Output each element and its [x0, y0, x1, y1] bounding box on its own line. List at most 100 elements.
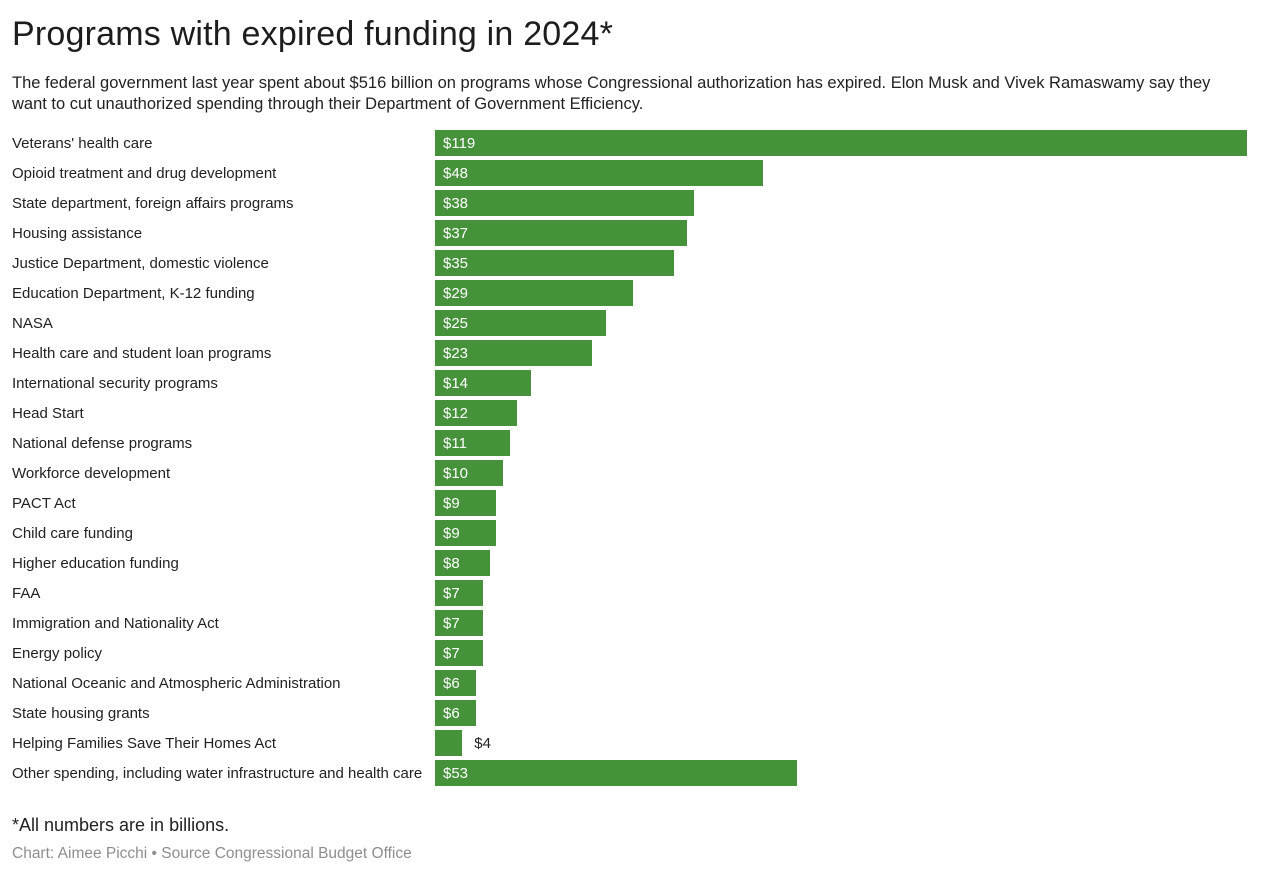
- chart-row: Head Start $12: [12, 398, 1268, 428]
- value-label: $25: [443, 314, 469, 332]
- bar: $23: [435, 340, 592, 366]
- category-label: Veterans' health care: [12, 135, 153, 151]
- bar: $37: [435, 220, 688, 246]
- chart-row: Housing assistance $37: [12, 218, 1268, 248]
- chart-footnote: *All numbers are in billions.: [12, 815, 230, 835]
- chart-row: Helping Families Save Their Homes Act $4: [12, 728, 1268, 758]
- chart-credit: Chart: Aimee Picchi • Source Congression…: [12, 845, 412, 862]
- category-label: Justice Department, domestic violence: [12, 255, 269, 271]
- value-label: $119: [443, 134, 476, 152]
- bar: $7: [435, 610, 483, 636]
- value-label: $6: [443, 704, 460, 722]
- bar: $7: [435, 640, 483, 666]
- bar: $6: [435, 670, 476, 696]
- bar-track: $25: [435, 310, 1247, 336]
- bar: $38: [435, 190, 695, 216]
- value-label: $53: [443, 764, 469, 782]
- bar-track: $9: [435, 490, 1247, 516]
- category-label: Child care funding: [12, 525, 133, 541]
- category-label: FAA: [12, 585, 41, 601]
- chart-row: Justice Department, domestic violence $35: [12, 248, 1268, 278]
- bar-chart: Veterans' health care $119 Opioid treatmen…: [12, 128, 1268, 788]
- category-label: State housing grants: [12, 705, 150, 721]
- bar: $29: [435, 280, 633, 306]
- chart-row: Opioid treatment and drug development $48: [12, 158, 1268, 188]
- chart-row: Workforce development $10: [12, 458, 1268, 488]
- value-label: $6: [443, 674, 460, 692]
- bar-track: $119: [435, 130, 1247, 156]
- bar-track: $35: [435, 250, 1247, 276]
- chart-row: Other spending, including water infrastr…: [12, 758, 1268, 788]
- chart-row: Health care and student loan programs $23: [12, 338, 1268, 368]
- chart-row: Immigration and Nationality Act $7: [12, 608, 1268, 638]
- bar-track: $37: [435, 220, 1247, 246]
- chart-row: FAA $7: [12, 578, 1268, 608]
- bar: $7: [435, 580, 483, 606]
- category-label: Energy policy: [12, 645, 103, 661]
- bar-track: $53: [435, 760, 1247, 786]
- category-label: National defense programs: [12, 435, 193, 451]
- bar: $11: [435, 430, 511, 456]
- chart-subtitle: The federal government last year spent a…: [12, 74, 1211, 113]
- category-label: National Oceanic and Atmospheric Adminis…: [12, 675, 341, 691]
- bar-track: $23: [435, 340, 1247, 366]
- value-label: $8: [443, 554, 460, 572]
- chart-row: Higher education funding $8: [12, 548, 1268, 578]
- category-label: Opioid treatment and drug development: [12, 165, 277, 181]
- bar-track: $29: [435, 280, 1247, 306]
- chart-row: Energy policy $7: [12, 638, 1268, 668]
- bar-track: $12: [435, 400, 1247, 426]
- value-label: $7: [443, 584, 460, 602]
- chart-row: International security programs $14: [12, 368, 1268, 398]
- value-label: $37: [443, 224, 469, 242]
- chart-row: NASA $25: [12, 308, 1268, 338]
- chart-row: Veterans' health care $119: [12, 128, 1268, 158]
- value-label: $4: [474, 734, 491, 752]
- value-label: $10: [443, 464, 469, 482]
- category-label: Workforce development: [12, 465, 171, 481]
- category-label: Higher education funding: [12, 555, 179, 571]
- chart-row: PACT Act $9: [12, 488, 1268, 518]
- bar-track: $6: [435, 670, 1247, 696]
- category-label: Other spending, including water infrastr…: [12, 765, 423, 781]
- value-label: $9: [443, 524, 460, 542]
- bar: $25: [435, 310, 606, 336]
- category-label: Head Start: [12, 405, 84, 421]
- bar: $8: [435, 550, 490, 576]
- bar-track: $48: [435, 160, 1247, 186]
- chart-row: Child care funding $9: [12, 518, 1268, 548]
- bar-track: $9: [435, 520, 1247, 546]
- chart-row: National defense programs $11: [12, 428, 1268, 458]
- value-label: $7: [443, 644, 460, 662]
- category-label: PACT Act: [12, 495, 76, 511]
- chart-row: State housing grants $6: [12, 698, 1268, 728]
- chart-row: Education Department, K-12 funding $29: [12, 278, 1268, 308]
- category-label: Education Department, K-12 funding: [12, 285, 255, 301]
- bar-track: $38: [435, 190, 1247, 216]
- bar-track: $7: [435, 640, 1247, 666]
- chart-row: State department, foreign affairs progra…: [12, 188, 1268, 218]
- bar-track: $4: [435, 730, 1247, 756]
- bar-track: $10: [435, 460, 1247, 486]
- category-label: State department, foreign affairs progra…: [12, 195, 294, 211]
- category-label: Helping Families Save Their Homes Act: [12, 735, 276, 751]
- category-label: Health care and student loan programs: [12, 345, 272, 361]
- bar: $9: [435, 490, 497, 516]
- bar: $6: [435, 700, 476, 726]
- category-label: NASA: [12, 315, 53, 331]
- value-label: $14: [443, 374, 469, 392]
- bar: $10: [435, 460, 504, 486]
- bar: $48: [435, 160, 763, 186]
- category-label: International security programs: [12, 375, 218, 391]
- category-label: Housing assistance: [12, 225, 143, 241]
- bar: $119: [435, 130, 1247, 156]
- bar: $9: [435, 520, 497, 546]
- value-label: $12: [443, 404, 469, 422]
- bar-track: $14: [435, 370, 1247, 396]
- value-label: $11: [443, 434, 467, 452]
- value-label: $48: [443, 164, 469, 182]
- bar-track: $8: [435, 550, 1247, 576]
- value-label: $23: [443, 344, 469, 362]
- bar: $12: [435, 400, 517, 426]
